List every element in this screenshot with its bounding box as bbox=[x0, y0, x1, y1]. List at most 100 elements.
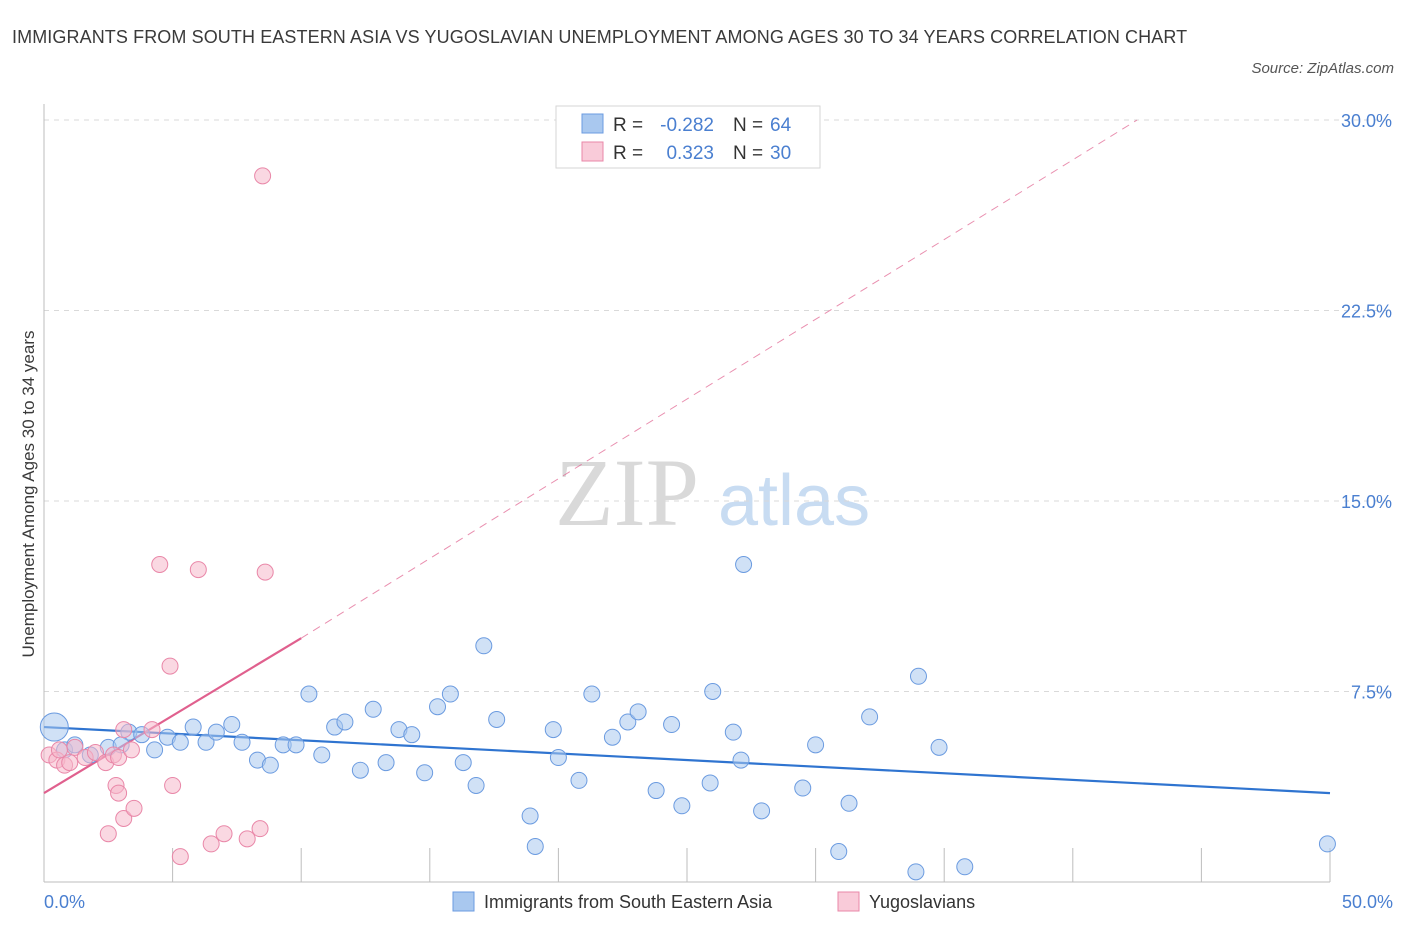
point-blue bbox=[619, 713, 637, 731]
stats-n-value-2: 30 bbox=[770, 143, 791, 164]
point-blue bbox=[467, 776, 485, 794]
point-blue bbox=[261, 756, 279, 774]
tick-labels: 7.5% 15.0% 22.5% 30.0% 0.0% 50.0% bbox=[44, 111, 1393, 912]
point-blue bbox=[184, 718, 202, 736]
point-blue bbox=[287, 736, 305, 754]
trend-line-blue bbox=[43, 725, 1331, 795]
point-blue bbox=[441, 685, 459, 703]
point-blue bbox=[313, 746, 331, 764]
point-blue bbox=[673, 797, 691, 815]
point-blue bbox=[1318, 835, 1336, 853]
point-blue bbox=[364, 700, 382, 718]
watermark-zip: ZIP bbox=[555, 439, 699, 546]
point-pink bbox=[50, 741, 68, 759]
point-blue bbox=[146, 741, 164, 759]
stats-n-label-1: N = bbox=[733, 115, 763, 136]
point-blue bbox=[403, 726, 421, 744]
trend-line-pink bbox=[43, 637, 302, 795]
point-blue bbox=[207, 723, 225, 741]
point-pink bbox=[161, 657, 179, 675]
point-pink bbox=[164, 776, 182, 794]
point-blue bbox=[488, 710, 506, 728]
point-blue bbox=[197, 733, 215, 751]
point-blue bbox=[930, 738, 948, 756]
point-pink bbox=[256, 563, 274, 581]
point-pink bbox=[110, 749, 128, 767]
point-blue bbox=[735, 556, 753, 573]
point-blue bbox=[732, 751, 750, 769]
y-tick-label: 22.5% bbox=[1341, 302, 1392, 322]
stats-r-value-1: -0.282 bbox=[660, 115, 714, 136]
point-blue bbox=[171, 733, 189, 751]
point-blue bbox=[416, 764, 434, 782]
point-blue bbox=[663, 716, 681, 734]
point-pink bbox=[254, 167, 272, 185]
point-pink bbox=[61, 754, 79, 772]
point-pink bbox=[99, 825, 117, 843]
source-credit: Source: ZipAtlas.com bbox=[1251, 60, 1394, 77]
x-tick-label: 50.0% bbox=[1342, 892, 1393, 912]
point-blue bbox=[351, 761, 369, 779]
y-tick-label: 30.0% bbox=[1341, 111, 1392, 131]
point-pink bbox=[143, 721, 161, 739]
point-blue bbox=[223, 716, 241, 734]
stats-r-label-1: R = bbox=[613, 115, 643, 136]
point-blue bbox=[549, 749, 567, 767]
legend-swatch-pink bbox=[837, 891, 860, 912]
point-pink bbox=[251, 820, 269, 838]
trend-lines bbox=[43, 119, 1331, 795]
point-blue bbox=[830, 843, 848, 861]
point-blue bbox=[429, 698, 447, 716]
point-blue bbox=[521, 807, 539, 825]
point-pink bbox=[122, 741, 140, 759]
point-blue bbox=[583, 685, 601, 703]
stats-legend-pink-swatch bbox=[581, 141, 604, 162]
point-blue bbox=[701, 774, 719, 792]
point-blue bbox=[647, 782, 665, 800]
point-blue bbox=[544, 721, 562, 739]
point-pink bbox=[171, 848, 189, 866]
point-blue bbox=[724, 723, 742, 741]
point-blue bbox=[233, 733, 251, 751]
stats-legend: R = -0.282 N = 64 R = 0.323 N = 30 bbox=[555, 105, 821, 169]
gridlines bbox=[44, 119, 1390, 692]
point-blue bbox=[603, 728, 621, 746]
point-blue bbox=[377, 754, 395, 772]
point-blue bbox=[300, 685, 318, 703]
stats-n-label-2: N = bbox=[733, 143, 763, 164]
point-blue bbox=[956, 858, 974, 876]
point-pink bbox=[115, 721, 133, 739]
legend-label-pink: Yugoslavians bbox=[869, 892, 975, 912]
point-blue bbox=[753, 802, 771, 820]
point-blue bbox=[807, 736, 825, 754]
point-blue bbox=[907, 863, 925, 881]
point-blue bbox=[704, 683, 722, 700]
y-tick-label: 15.0% bbox=[1341, 492, 1392, 512]
x-tick-label: 0.0% bbox=[44, 892, 85, 912]
point-blue bbox=[861, 708, 879, 726]
point-pink bbox=[125, 799, 143, 817]
point-pink bbox=[202, 835, 220, 853]
point-blue bbox=[909, 667, 927, 685]
point-blue bbox=[570, 771, 588, 789]
point-pink bbox=[86, 743, 104, 761]
point-blue bbox=[526, 837, 544, 855]
point-blue bbox=[336, 713, 354, 731]
point-pink bbox=[115, 810, 133, 827]
point-blue bbox=[840, 794, 858, 812]
point-blue bbox=[454, 754, 472, 772]
chart-title: IMMIGRANTS FROM SOUTH EASTERN ASIA VS YU… bbox=[12, 27, 1188, 47]
legend-swatch-blue bbox=[452, 891, 475, 912]
stats-r-value-2: 0.323 bbox=[666, 143, 714, 164]
point-pink bbox=[238, 830, 256, 848]
point-pink bbox=[110, 784, 128, 802]
point-blue bbox=[629, 703, 647, 721]
scatter-points bbox=[39, 167, 1336, 881]
legend-label-blue: Immigrants from South Eastern Asia bbox=[484, 892, 773, 912]
stats-legend-blue-swatch bbox=[581, 113, 604, 134]
point-blue bbox=[39, 712, 69, 742]
point-pink bbox=[189, 561, 207, 579]
point-blue bbox=[794, 779, 812, 797]
series-legend: Immigrants from South Eastern Asia Yugos… bbox=[452, 891, 975, 912]
